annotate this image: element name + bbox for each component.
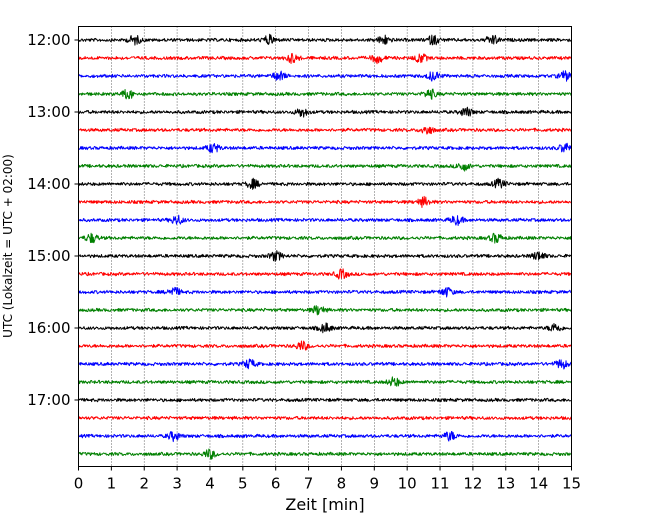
trace-line bbox=[78, 268, 572, 280]
trace-line bbox=[78, 142, 572, 154]
plot-frame bbox=[78, 26, 572, 467]
trace-line bbox=[78, 415, 572, 421]
trace-line bbox=[78, 88, 572, 100]
trace-line bbox=[78, 250, 572, 262]
x-tick-label: 7 bbox=[304, 475, 314, 493]
trace-line bbox=[78, 448, 572, 460]
trace-line bbox=[78, 163, 572, 172]
x-tick-label: 13 bbox=[496, 475, 515, 493]
trace-line bbox=[78, 376, 572, 387]
x-tick-label: 12 bbox=[463, 475, 482, 493]
y-tick-label: 17:00 bbox=[27, 391, 70, 409]
x-tick-label: 2 bbox=[139, 475, 149, 493]
x-tick-label: 0 bbox=[74, 475, 84, 493]
trace-line bbox=[78, 358, 572, 370]
x-tick-label: 3 bbox=[172, 475, 182, 493]
trace-line bbox=[78, 286, 572, 298]
x-tick-label: 10 bbox=[398, 475, 417, 493]
seismic-traces bbox=[78, 33, 572, 460]
x-axis-label: Zeit [min] bbox=[285, 495, 364, 514]
trace-line bbox=[78, 430, 572, 443]
trace-line bbox=[78, 106, 572, 118]
trace-line bbox=[78, 126, 572, 135]
trace-line bbox=[78, 397, 572, 403]
trace-line bbox=[78, 305, 572, 316]
grid-lines bbox=[111, 26, 539, 467]
trace-line bbox=[78, 70, 572, 82]
x-tick-label: 11 bbox=[430, 475, 449, 493]
trace-line bbox=[78, 52, 572, 65]
y-tick-label: 15:00 bbox=[27, 247, 70, 265]
y-tick-label: 16:00 bbox=[27, 319, 70, 337]
x-axis-ticks: 0 1 2 3 4 5 6 7 8 9 10 11 12 13 14 15 bbox=[74, 466, 581, 493]
trace-line bbox=[78, 322, 572, 334]
x-tick-label: 8 bbox=[337, 475, 347, 493]
x-tick-label: 1 bbox=[107, 475, 117, 493]
x-tick-label: 9 bbox=[370, 475, 380, 493]
trace-line bbox=[78, 177, 572, 190]
y-axis-ticks: 12:00 13:00 14:00 15:00 16:00 17:00 bbox=[27, 31, 79, 409]
x-tick-label: 6 bbox=[271, 475, 281, 493]
trace-line bbox=[78, 195, 572, 208]
trace-line bbox=[78, 340, 572, 351]
trace-line bbox=[78, 33, 572, 46]
x-tick-label: 5 bbox=[238, 475, 248, 493]
y-tick-label: 13:00 bbox=[27, 103, 70, 121]
y-tick-label: 12:00 bbox=[27, 31, 70, 49]
y-axis-label: UTC (Lokalzeit = UTC + 02:00) bbox=[1, 154, 15, 338]
y-tick-label: 14:00 bbox=[27, 175, 70, 193]
x-tick-label: 4 bbox=[205, 475, 215, 493]
trace-line bbox=[78, 232, 572, 244]
trace-line bbox=[78, 214, 572, 226]
x-tick-label: 14 bbox=[529, 475, 548, 493]
x-tick-label: 15 bbox=[562, 475, 581, 493]
